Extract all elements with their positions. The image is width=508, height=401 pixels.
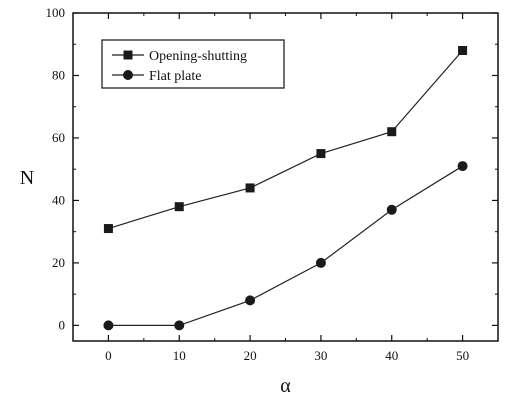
data-point <box>174 202 184 212</box>
data-point <box>386 204 397 215</box>
y-tick-label: 20 <box>52 255 65 270</box>
ticks: 0 10 20 30 40 50 0 20 40 60 80 100 <box>46 5 498 363</box>
data-point <box>458 45 468 55</box>
legend-marker <box>123 50 133 60</box>
series-layer <box>103 45 468 331</box>
x-tick-label: 50 <box>456 348 469 363</box>
data-point <box>245 183 255 193</box>
x-tick-label: 40 <box>385 348 398 363</box>
y-axis-label: N <box>20 167 34 189</box>
x-axis-label: α <box>280 375 291 397</box>
data-point <box>316 149 326 159</box>
data-point <box>457 161 468 172</box>
series-line <box>108 165 463 326</box>
y-tick-label: 80 <box>52 67 65 82</box>
legend-marker <box>123 70 133 80</box>
legend-entry: Flat plate <box>112 69 202 84</box>
y-tick-label: 60 <box>52 130 65 145</box>
x-tick-label: 20 <box>244 348 257 363</box>
data-point <box>103 224 113 234</box>
series-1 <box>103 161 468 331</box>
data-point <box>315 257 326 268</box>
legend-label: Opening-shutting <box>149 49 247 64</box>
x-tick-label: 10 <box>173 348 186 363</box>
x-tick-label: 30 <box>314 348 327 363</box>
data-point <box>174 320 185 331</box>
y-tick-label: 40 <box>52 192 65 207</box>
data-point <box>245 295 256 306</box>
legend: Opening-shutting Flat plate <box>101 39 285 89</box>
data-point <box>103 320 114 331</box>
series-0 <box>103 45 468 234</box>
y-tick-label: 100 <box>46 5 66 20</box>
legend-entry: Opening-shutting <box>112 49 247 64</box>
data-point <box>387 127 397 137</box>
legend-label: Flat plate <box>149 69 202 84</box>
y-tick-label: 0 <box>59 317 66 332</box>
legend-box <box>101 39 285 89</box>
series-line <box>108 50 464 230</box>
x-tick-label: 0 <box>105 348 112 363</box>
